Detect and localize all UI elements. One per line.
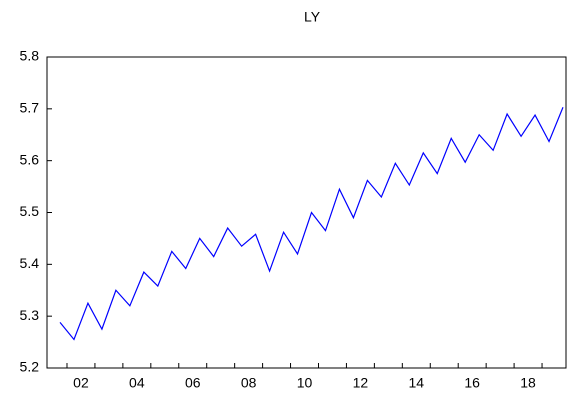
x-tick-label: 18 [520, 375, 536, 391]
line-series [59, 107, 564, 341]
y-tick-label: 5.3 [20, 307, 40, 323]
y-tick-label: 5.7 [20, 100, 40, 116]
x-tick-label: 12 [353, 375, 369, 391]
x-tick-label: 16 [464, 375, 480, 391]
x-tick-label: 10 [297, 375, 313, 391]
x-tick-label: 02 [73, 375, 89, 391]
plot-frame [46, 56, 567, 369]
x-tick-label: 08 [241, 375, 257, 391]
y-tick-label: 5.5 [20, 203, 40, 219]
y-tick-label: 5.6 [20, 151, 40, 167]
y-tick-label: 5.4 [20, 255, 40, 271]
chart-title: LY [304, 9, 321, 25]
x-tick-label: 04 [129, 375, 145, 391]
y-tick-label: 5.2 [20, 359, 40, 375]
y-tick-label: 5.8 [20, 48, 40, 64]
x-tick-label: 06 [185, 375, 201, 391]
x-tick-label: 14 [409, 375, 425, 391]
